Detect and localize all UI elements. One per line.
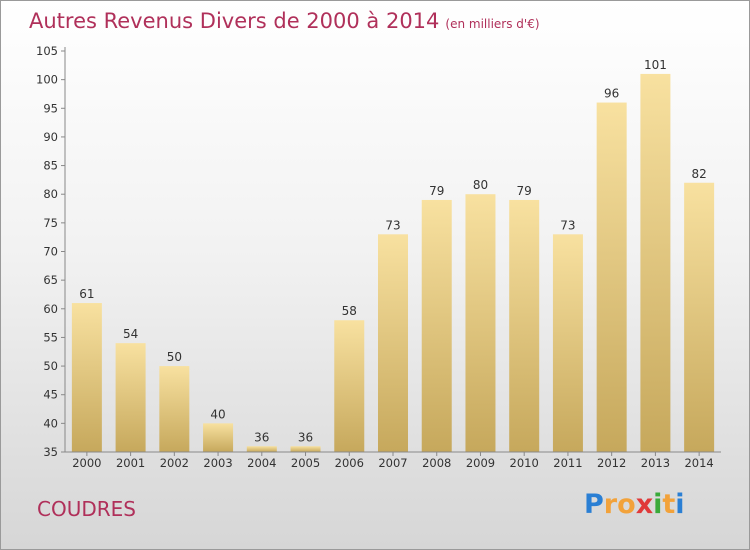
bar-value-label: 73 [560,218,575,232]
place-name: COUDRES [37,497,136,521]
x-tick-label: 2003 [203,456,232,470]
logo-letter: i [675,489,685,520]
bar-value-label: 50 [167,350,182,364]
logo-letter: r [603,489,618,520]
bar [71,303,102,452]
bar-value-label: 80 [473,178,488,192]
bar [465,194,496,452]
logo-letter: o [617,489,636,520]
x-tick-label: 2002 [160,456,189,470]
y-tick-label: 35 [43,445,58,459]
bar [552,234,583,452]
bar-value-label: 36 [298,430,313,444]
chart-title-block: Autres Revenus Divers de 2000 à 2014 (en … [29,9,540,33]
x-tick-label: 2014 [684,456,713,470]
x-tick-label: 2011 [553,456,582,470]
bar-value-label: 79 [429,184,444,198]
proxiti-logo: Proxiti [584,489,685,520]
chart-unit: (en milliers d'€) [445,17,540,31]
logo-letter: x [635,489,654,520]
y-tick-label: 90 [43,130,58,144]
y-tick-label: 65 [43,273,58,287]
logo-letter: P [584,489,604,520]
y-tick-label: 55 [43,330,58,344]
bar [290,446,321,452]
logo-letter: i [653,489,663,520]
y-tick-label: 75 [43,216,58,230]
bar-value-label: 79 [517,184,532,198]
bar [684,182,715,452]
bar [640,73,671,453]
x-tick-label: 2005 [291,456,320,470]
chart-title: Autres Revenus Divers de 2000 à 2014 [29,9,440,33]
bar-value-label: 96 [604,87,619,101]
bar [115,343,146,452]
bar [159,366,190,452]
y-tick-label: 80 [43,187,58,201]
x-tick-label: 2006 [335,456,364,470]
bar-value-label: 61 [79,287,94,301]
x-tick-label: 2013 [641,456,670,470]
logo-letter: t [662,489,676,520]
bar-value-label: 40 [210,407,225,421]
x-tick-label: 2004 [247,456,276,470]
x-tick-label: 2010 [510,456,539,470]
y-tick-label: 60 [43,302,58,316]
y-tick-label: 105 [36,44,58,58]
y-tick-label: 70 [43,245,58,259]
x-tick-label: 2000 [72,456,101,470]
bar-value-label: 101 [644,58,667,72]
y-tick-label: 95 [43,101,58,115]
bar [509,199,540,452]
x-tick-label: 2001 [116,456,145,470]
x-tick-label: 2008 [422,456,451,470]
x-tick-label: 2009 [466,456,495,470]
bar-value-label: 36 [254,430,269,444]
bar-value-label: 54 [123,327,138,341]
y-tick-label: 100 [36,73,58,87]
bar [378,234,408,452]
x-tick-label: 2007 [378,456,407,470]
bar [203,423,234,452]
y-tick-label: 50 [43,359,58,373]
bar [596,102,627,453]
bar [246,446,277,452]
bar-value-label: 73 [385,218,400,232]
bar [334,320,365,452]
bar-value-label: 58 [342,304,357,318]
y-tick-label: 40 [43,416,58,430]
y-tick-label: 85 [43,159,58,173]
y-tick-label: 45 [43,388,58,402]
x-tick-label: 2012 [597,456,626,470]
bar-value-label: 82 [691,167,706,181]
bar [421,199,452,452]
